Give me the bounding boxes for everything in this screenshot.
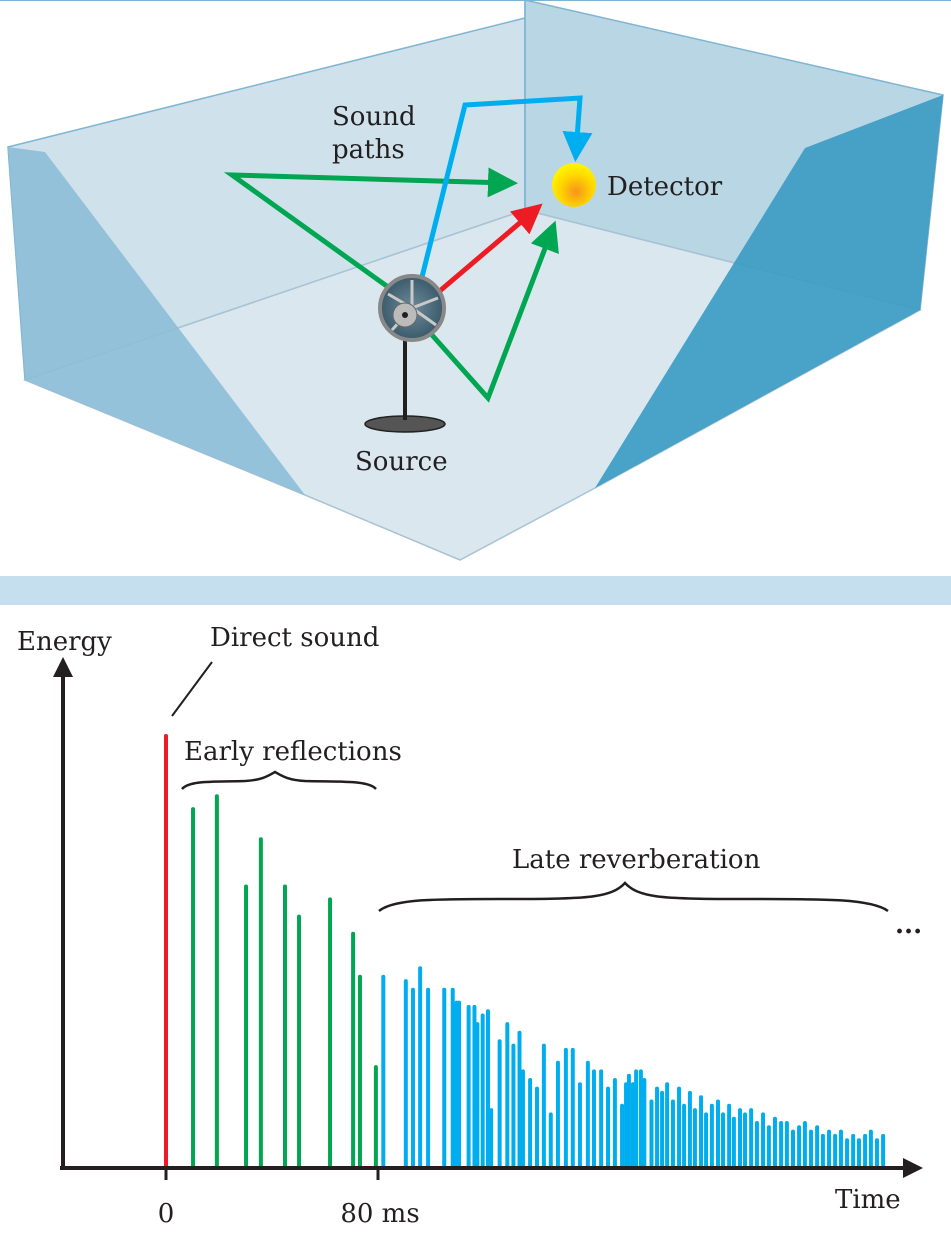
sound-paths-label-line2: paths	[332, 135, 405, 165]
side-wall-right	[595, 95, 943, 488]
source-label: Source	[355, 447, 448, 477]
early-reflections-label: Early reflections	[184, 737, 402, 767]
energy-time-chart: Energy Time 0 80 ms Direct sound Early r…	[17, 623, 923, 1229]
source-speaker-icon	[364, 274, 446, 433]
direct-sound-label: Direct sound	[210, 623, 379, 653]
y-axis-label: Energy	[17, 627, 112, 657]
x-axis-label: Time	[835, 1185, 901, 1215]
direct-sound-leader	[171, 661, 213, 717]
direct-path-red	[433, 203, 543, 297]
detector-label: Detector	[607, 172, 723, 202]
x-tick-label-0: 0	[158, 1199, 175, 1229]
late-reverberation-brace	[378, 881, 889, 913]
sound-paths-label-line1: Sound	[332, 102, 416, 132]
reflected-path-green-2	[430, 220, 559, 403]
room-scene: Sound paths Detector Source	[0, 0, 951, 575]
separator-band	[0, 576, 951, 605]
bars-group	[164, 734, 886, 1168]
reflected-path-green-1	[223, 167, 518, 295]
detector-icon	[552, 163, 596, 207]
continuation-ellipsis: ...	[895, 910, 922, 940]
reflected-path-blue	[417, 95, 593, 286]
side-wall-left	[8, 147, 305, 495]
late-reverberation-label: Late reverberation	[512, 845, 761, 875]
x-tick-label-80: 80 ms	[340, 1199, 419, 1229]
early-reflections-brace	[181, 770, 377, 790]
